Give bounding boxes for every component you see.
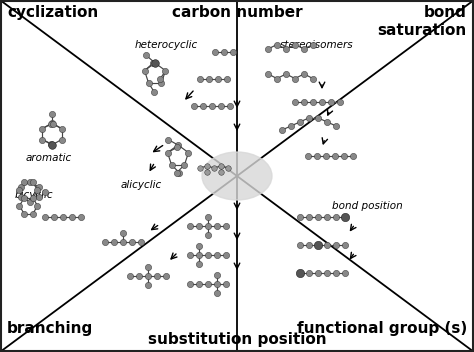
Text: stereoisomers: stereoisomers: [280, 40, 353, 50]
Text: heterocyclic: heterocyclic: [135, 40, 198, 50]
Text: bond
saturation: bond saturation: [378, 5, 467, 38]
Text: functional group (s): functional group (s): [297, 321, 467, 336]
Text: carbon number: carbon number: [172, 5, 302, 20]
Text: cyclization: cyclization: [7, 5, 99, 20]
Text: branching: branching: [7, 321, 93, 336]
Text: alicyclic: alicyclic: [121, 180, 162, 189]
Text: substitution position: substitution position: [148, 332, 326, 347]
Text: aromatic: aromatic: [26, 153, 73, 163]
Ellipse shape: [202, 152, 272, 200]
Text: bond position: bond position: [332, 201, 402, 210]
Text: bicyclic: bicyclic: [14, 190, 53, 200]
